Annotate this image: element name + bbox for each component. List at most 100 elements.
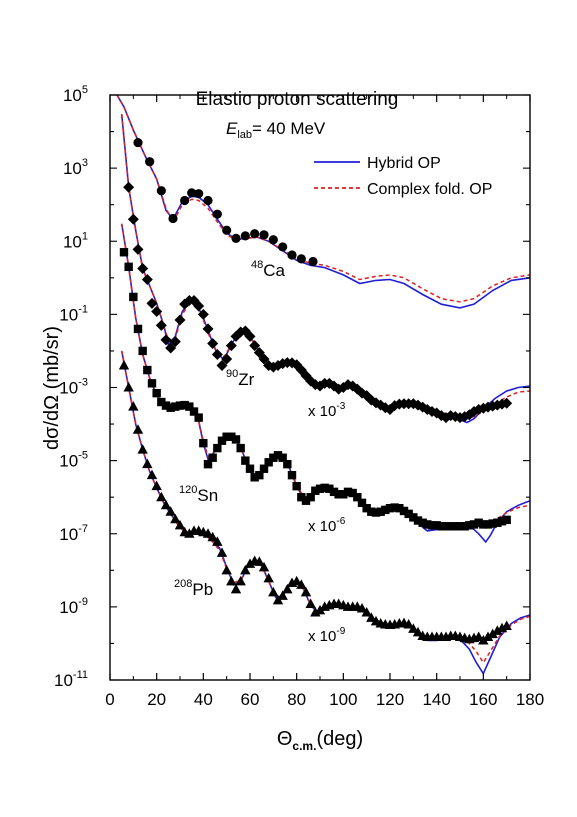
label-pb208: 208Pb xyxy=(174,578,213,599)
data-point-zr90 xyxy=(244,330,256,342)
data-point-sn120 xyxy=(180,400,189,410)
data-point-pb208 xyxy=(221,564,232,575)
data-point-pb208 xyxy=(263,572,274,583)
data-point-pb208 xyxy=(403,618,414,629)
data-point-pb208 xyxy=(487,628,498,639)
scale-label-sn120-text: x 10 xyxy=(308,518,336,535)
data-point-sn120 xyxy=(236,443,245,453)
data-point-sn120 xyxy=(353,492,362,502)
data-point-zr90 xyxy=(137,262,149,274)
y-tick-label: 103 xyxy=(63,157,88,178)
data-point-zr90 xyxy=(258,353,270,365)
data-point-sn120 xyxy=(217,436,227,445)
y-axis-title: dσ/dΩ (mb/sr) xyxy=(41,326,63,450)
data-point-pb208 xyxy=(240,564,251,575)
data-point-sn120 xyxy=(451,522,460,531)
label-sn120-element: Sn xyxy=(197,486,218,505)
data-point-ca48 xyxy=(308,256,318,267)
data-point-ca48 xyxy=(222,225,232,235)
scale-label-zr90: x 10-3 xyxy=(308,401,346,420)
label-ca48-mass: 48 xyxy=(251,259,263,271)
x-axis-subscript: c.m. xyxy=(292,739,316,753)
data-point-sn120 xyxy=(166,403,175,412)
data-point-sn120 xyxy=(465,521,474,530)
data-point-zr90 xyxy=(132,243,144,255)
data-point-sn120 xyxy=(469,520,479,529)
data-point-sn120 xyxy=(320,483,329,493)
data-point-sn120 xyxy=(404,509,413,519)
data-point-ca48 xyxy=(180,195,190,206)
data-point-zr90 xyxy=(160,334,172,346)
data-point-ca48 xyxy=(194,189,204,199)
y-tick-label: 10-11 xyxy=(54,669,88,690)
data-point-zr90 xyxy=(225,340,237,352)
x-tick-label: 20 xyxy=(147,690,166,709)
data-point-sn120 xyxy=(175,401,185,410)
data-point-sn120 xyxy=(385,503,395,513)
data-point-sn120 xyxy=(493,518,502,527)
data-point-pb208 xyxy=(300,586,312,597)
data-point-ca48 xyxy=(287,250,297,260)
data-point-sn120 xyxy=(185,402,194,411)
data-point-sn120 xyxy=(325,484,334,493)
data-point-sn120 xyxy=(306,492,315,502)
data-point-sn120 xyxy=(348,488,357,498)
data-point-sn120 xyxy=(455,522,465,531)
data-point-ca48 xyxy=(145,157,155,167)
x-tick-label: 160 xyxy=(469,690,497,709)
data-point-sn120 xyxy=(339,490,348,499)
label-zr90-element: Zr xyxy=(238,370,254,389)
data-point-zr90 xyxy=(207,337,219,349)
data-point-ca48 xyxy=(240,231,250,241)
data-point-zr90 xyxy=(211,348,223,360)
data-point-sn120 xyxy=(194,413,203,422)
data-point-sn120 xyxy=(124,262,133,272)
label-zr90-mass: 90 xyxy=(226,368,238,380)
data-point-pb208 xyxy=(165,506,176,516)
legend-label-hybrid: Hybrid OP xyxy=(367,155,441,172)
data-point-sn120 xyxy=(343,487,353,497)
x-tick-label: 100 xyxy=(329,690,357,709)
data-point-pb208 xyxy=(244,558,256,568)
data-point-sn120 xyxy=(367,507,376,516)
data-point-sn120 xyxy=(189,407,199,416)
data-point-sn120 xyxy=(119,248,129,257)
data-point-pb208 xyxy=(277,590,288,600)
label-sn120: 120Sn xyxy=(179,484,218,505)
data-point-pb208 xyxy=(482,631,494,641)
data-point-pb208 xyxy=(202,528,214,538)
label-ca48: 48Ca xyxy=(251,259,286,280)
y-tick-label: 10-5 xyxy=(59,450,88,471)
data-point-ca48 xyxy=(231,233,241,243)
data-point-zr90 xyxy=(249,340,261,352)
data-point-ca48 xyxy=(168,213,178,224)
data-point-sn120 xyxy=(479,520,488,529)
energy-value: = 40 MeV xyxy=(252,119,326,138)
energy-symbol: E xyxy=(226,119,238,138)
data-point-ca48 xyxy=(268,235,278,245)
data-point-sn120 xyxy=(269,453,278,462)
data-point-pb208 xyxy=(207,531,218,542)
data-point-sn120 xyxy=(255,470,264,480)
data-point-sn120 xyxy=(437,522,446,531)
data-point-pb208 xyxy=(296,579,307,589)
data-point-zr90 xyxy=(127,213,139,225)
data-point-pb208 xyxy=(366,612,377,622)
y-tick-label: 101 xyxy=(63,230,88,251)
data-point-sn120 xyxy=(357,498,367,508)
data-point-ca48 xyxy=(296,254,306,264)
data-point-zr90 xyxy=(221,353,233,365)
data-point-sn120 xyxy=(395,503,404,513)
data-point-pb208 xyxy=(212,536,223,546)
data-point-pb208 xyxy=(184,528,195,538)
data-point-ca48 xyxy=(187,188,197,198)
data-point-ca48 xyxy=(212,209,222,219)
data-point-pb208 xyxy=(128,401,139,411)
data-point-pb208 xyxy=(123,382,134,392)
data-point-sn120 xyxy=(334,490,343,499)
x-tick-label: 140 xyxy=(422,690,450,709)
y-tick-label: 105 xyxy=(63,84,88,105)
data-point-sn120 xyxy=(399,506,409,516)
data-point-pb208 xyxy=(170,513,181,524)
data-point-sn120 xyxy=(311,486,320,495)
